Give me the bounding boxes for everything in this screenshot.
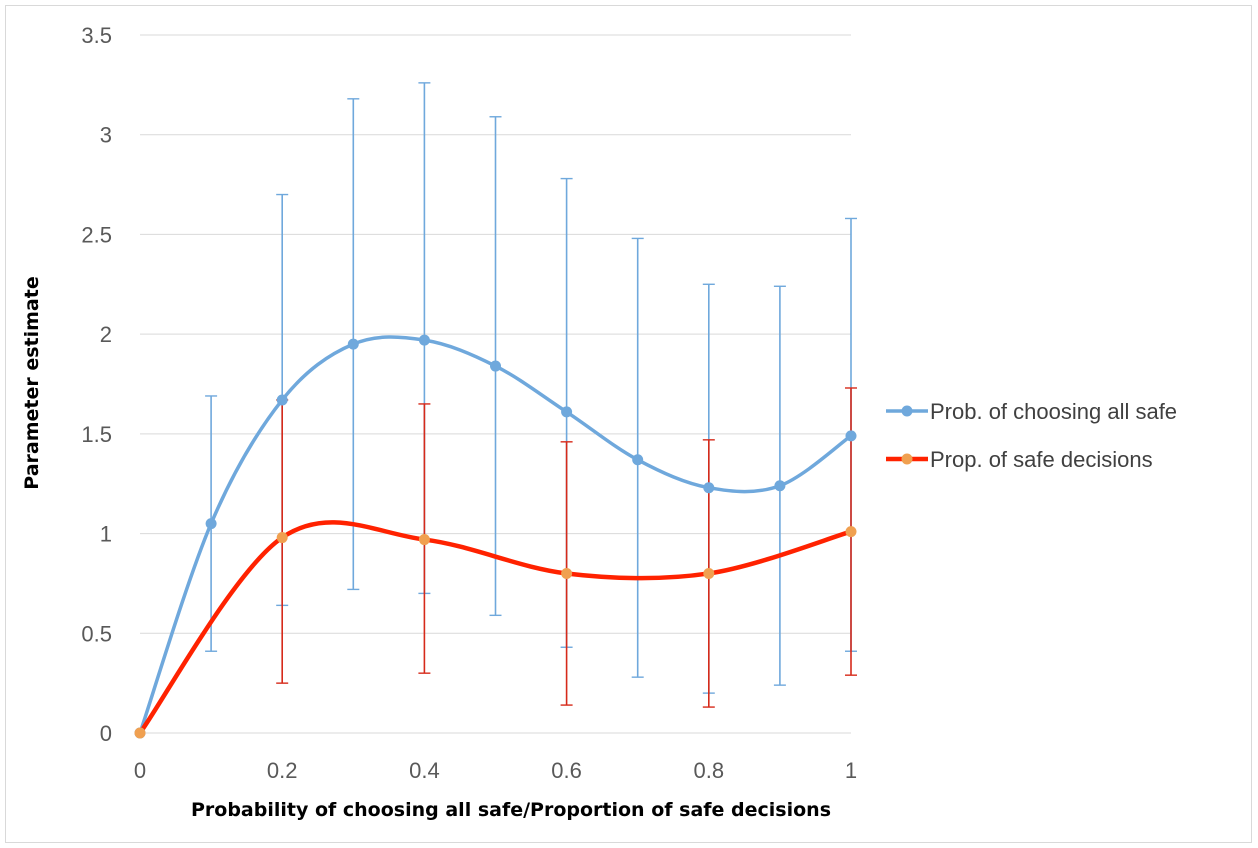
x-axis-ticks: 0 0.2 0.4 0.6 0.8 1 <box>134 758 857 783</box>
data-point <box>418 334 430 346</box>
x-tick-label: 0 <box>134 758 146 783</box>
y-tick-label: 1.5 <box>81 422 112 447</box>
error-bars <box>205 82 857 708</box>
legend: Prob. of choosing all safe Prop. of safe … <box>886 399 1177 472</box>
legend-label: Prob. of choosing all safe <box>930 399 1177 424</box>
data-point <box>276 532 288 544</box>
x-tick-label: 0.8 <box>694 758 725 783</box>
y-tick-label: 3 <box>100 123 112 148</box>
y-tick-label: 1 <box>100 522 112 547</box>
y-tick-label: 0 <box>100 721 112 746</box>
data-point <box>418 534 430 546</box>
data-point <box>703 567 715 579</box>
data-point <box>276 394 288 406</box>
markers-series-2 <box>134 526 857 739</box>
y-axis-title: Parameter estimate <box>21 276 43 489</box>
chart-frame <box>5 5 1252 843</box>
data-point <box>561 567 573 579</box>
data-point <box>490 360 501 372</box>
y-tick-label: 2.5 <box>81 222 112 247</box>
data-point <box>845 526 857 538</box>
x-tick-label: 1 <box>845 758 857 783</box>
legend-item-1: Prob. of choosing all safe <box>886 399 1177 424</box>
x-tick-label: 0.4 <box>409 758 440 783</box>
y-tick-label: 0.5 <box>81 621 112 646</box>
data-point <box>205 518 217 530</box>
data-point <box>774 480 786 492</box>
data-point <box>703 482 715 494</box>
y-tick-label: 3.5 <box>81 23 112 48</box>
legend-swatch-marker <box>901 405 913 417</box>
series-line-2 <box>137 520 854 736</box>
data-point <box>134 727 146 739</box>
data-point <box>845 430 857 442</box>
series-markers <box>134 334 857 739</box>
data-point <box>632 454 644 466</box>
legend-label: Prop. of safe decisions <box>930 447 1153 472</box>
legend-item-2: Prop. of safe decisions <box>886 447 1153 472</box>
series-line-1 <box>138 335 853 735</box>
y-axis-ticks: 0 0.5 1 1.5 2 2.5 3 3.5 <box>81 23 112 746</box>
legend-swatch-marker <box>901 453 913 465</box>
data-point <box>347 338 359 350</box>
x-axis-title: Probability of choosing all safe/Proport… <box>191 799 831 821</box>
y-tick-label: 2 <box>100 322 112 347</box>
series-lines <box>137 335 854 736</box>
x-tick-label: 0.2 <box>267 758 298 783</box>
x-tick-label: 0.6 <box>551 758 582 783</box>
data-point <box>561 406 573 418</box>
